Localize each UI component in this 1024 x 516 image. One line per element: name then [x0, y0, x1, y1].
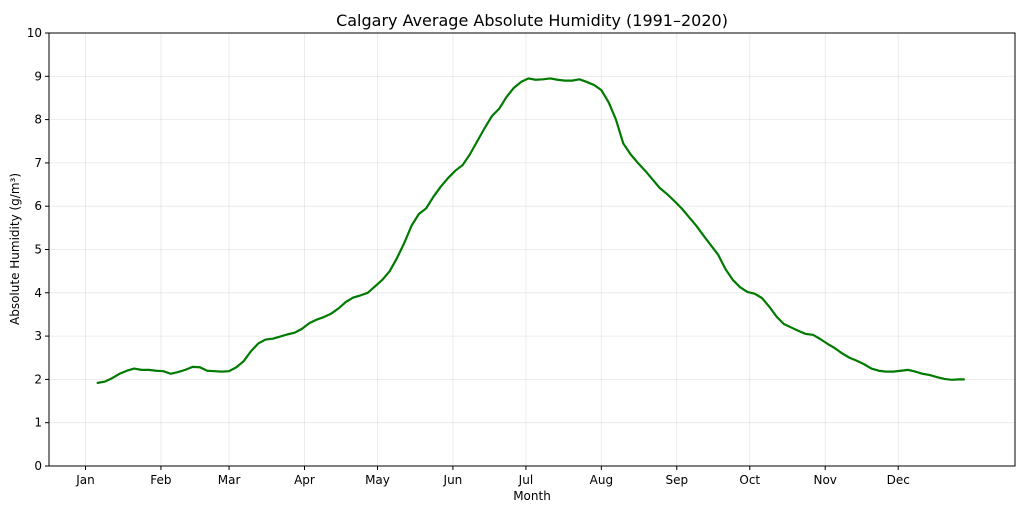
x-tick-label-nov: Nov: [813, 473, 836, 487]
x-axis-title: Month: [513, 489, 551, 503]
series-line-humidity: [96, 77, 966, 384]
x-tick-label-sep: Sep: [665, 473, 688, 487]
y-tick-label: 1: [34, 416, 42, 430]
y-tick-label: 3: [34, 329, 42, 343]
y-tick-label: 8: [34, 113, 42, 127]
x-tick-label-dec: Dec: [887, 473, 910, 487]
y-tick-label: 10: [27, 26, 42, 40]
y-axis-title: Absolute Humidity (g/m³): [8, 173, 22, 325]
chart-title: Calgary Average Absolute Humidity (1991–…: [336, 11, 728, 30]
series-layer: [96, 77, 966, 384]
y-tick-label: 9: [34, 69, 42, 83]
x-tick-label-aug: Aug: [590, 473, 613, 487]
x-tick-label-mar: Mar: [218, 473, 241, 487]
axis-ticks: 0 1 2 3 4 5 6 7 8 9 10 Jan Feb Mar Apr May Jun Jul Aug Sep O…: [27, 26, 910, 487]
y-tick-label: 0: [34, 459, 42, 473]
y-tick-label: 4: [34, 286, 42, 300]
gridlines: [49, 32, 1015, 467]
y-tick-label: 2: [34, 372, 42, 386]
y-tick-label: 5: [34, 243, 42, 257]
x-tick-label-jun: Jun: [443, 473, 463, 487]
x-tick-label-apr: Apr: [294, 473, 315, 487]
x-tick-label-jul: Jul: [518, 473, 533, 487]
y-tick-label: 6: [34, 199, 42, 213]
x-tick-label-oct: Oct: [739, 473, 760, 487]
y-tick-label: 7: [34, 156, 42, 170]
x-tick-label-jan: Jan: [75, 473, 95, 487]
x-tick-label-may: May: [365, 473, 390, 487]
x-tick-label-feb: Feb: [150, 473, 171, 487]
